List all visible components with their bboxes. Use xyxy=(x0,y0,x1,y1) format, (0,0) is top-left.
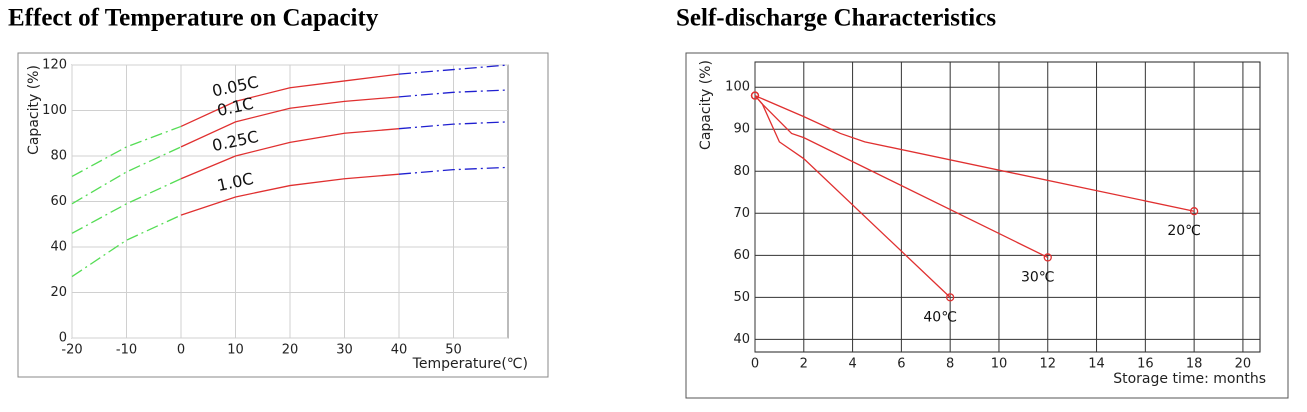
x-tick-label: 12 xyxy=(1039,357,1056,372)
point-marker xyxy=(1189,207,1199,216)
y-tick-label: 60 xyxy=(733,248,750,263)
x-tick-label: 20 xyxy=(1235,357,1252,372)
y-tick-label: 70 xyxy=(733,206,750,221)
x-axis-title: Temperature(℃) xyxy=(412,356,528,372)
y-tick-label: 40 xyxy=(733,332,750,347)
line xyxy=(180,128,400,180)
x-tick-label: 2 xyxy=(800,357,808,372)
series-label: 40℃ xyxy=(923,309,957,325)
x-tick-label: 0 xyxy=(177,343,185,358)
y-axis-title: Capacity (%) xyxy=(698,60,714,150)
series-label: 1.0C xyxy=(215,169,255,195)
x-tick-label: 30 xyxy=(336,343,353,358)
point-marker xyxy=(750,91,760,100)
line xyxy=(398,89,509,98)
chart-frame xyxy=(17,52,549,378)
x-tick-label: 0 xyxy=(751,357,759,372)
y-tick-label: 100 xyxy=(725,80,750,95)
x-tick-label: 40 xyxy=(391,343,408,358)
series-label: 30℃ xyxy=(1021,269,1055,285)
x-tick-label: -10 xyxy=(116,343,137,358)
y-tick-label: 120 xyxy=(42,58,67,73)
line xyxy=(71,214,182,278)
chart-title: Effect of Temperature on Capacity xyxy=(8,5,379,32)
line xyxy=(398,166,509,175)
line xyxy=(754,95,1195,212)
y-tick-label: 80 xyxy=(50,149,67,164)
plot-area xyxy=(754,61,1261,353)
x-tick-label: 10 xyxy=(227,343,244,358)
x-tick-label: -20 xyxy=(61,343,82,358)
x-tick-label: 8 xyxy=(946,357,954,372)
line xyxy=(180,96,400,148)
x-tick-label: 14 xyxy=(1088,357,1105,372)
x-tick-label: 16 xyxy=(1137,357,1154,372)
series-label: 20℃ xyxy=(1167,223,1201,239)
point-marker xyxy=(1043,253,1052,262)
x-tick-label: 10 xyxy=(991,357,1008,372)
x-tick-label: 18 xyxy=(1186,357,1203,372)
y-tick-label: 100 xyxy=(42,103,67,118)
x-tick-label: 50 xyxy=(445,343,462,358)
x-tick-label: 4 xyxy=(848,357,856,372)
line xyxy=(180,73,400,128)
x-axis-title: Storage time: months xyxy=(1113,371,1266,387)
line xyxy=(754,95,951,298)
y-tick-label: 80 xyxy=(733,164,750,179)
point-marker xyxy=(946,293,955,302)
y-tick-label: 40 xyxy=(50,240,67,255)
line xyxy=(398,64,509,75)
x-tick-label: 6 xyxy=(897,357,905,372)
x-tick-label: 20 xyxy=(282,343,299,358)
line xyxy=(398,121,509,130)
y-tick-label: 50 xyxy=(733,290,750,305)
y-tick-label: 60 xyxy=(50,194,67,209)
chart-title: Self-discharge Characteristics xyxy=(676,5,996,32)
y-tick-label: 0 xyxy=(59,331,67,346)
line xyxy=(180,173,400,216)
y-tick-label: 90 xyxy=(733,122,750,137)
y-axis-title: Capacity (%) xyxy=(26,65,42,155)
chart-frame xyxy=(685,52,1289,399)
y-tick-label: 20 xyxy=(50,285,67,300)
